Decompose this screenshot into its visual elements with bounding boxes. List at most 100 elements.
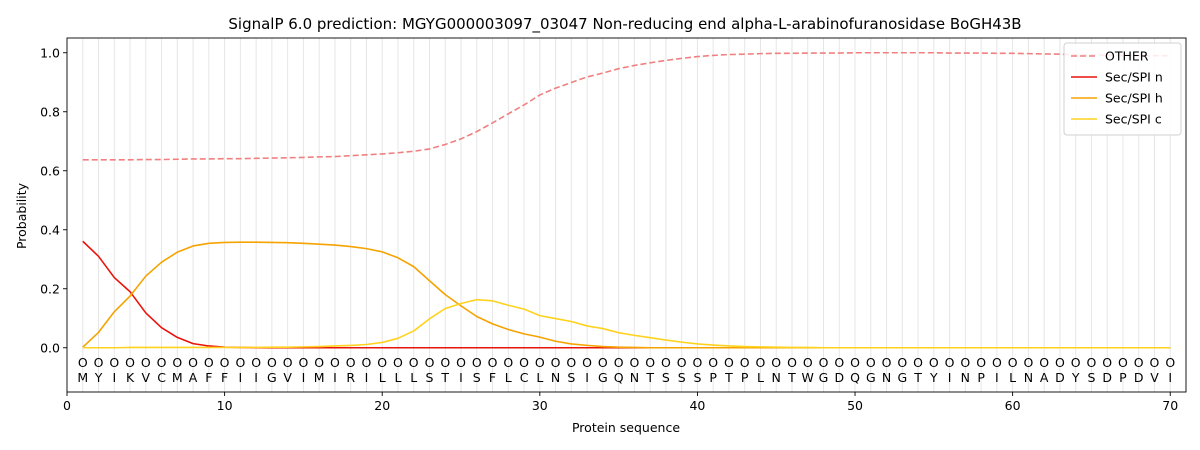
sequence-residue: L xyxy=(757,370,764,385)
legend-label: Sec/SPI c xyxy=(1105,112,1162,127)
sequence-residue: G xyxy=(267,370,277,385)
sequence-residue: F xyxy=(205,370,212,385)
sequence-residue: K xyxy=(126,370,135,385)
series-layer xyxy=(82,51,1171,349)
series-line-2 xyxy=(82,241,1171,349)
y-axis-label: Probability xyxy=(14,182,29,249)
x-tick-label: 0 xyxy=(63,398,71,413)
annotation-marker: O xyxy=(945,355,955,370)
sequence-residue: I xyxy=(1168,370,1172,385)
annotation-marker: O xyxy=(819,355,829,370)
annotation-marker: O xyxy=(740,355,750,370)
sequence-residue: M xyxy=(77,370,88,385)
plot-frame xyxy=(66,37,1187,393)
y-tick-label: 0.4 xyxy=(40,222,60,237)
annotation-marker: O xyxy=(1118,355,1128,370)
series-line-0 xyxy=(82,51,1171,161)
sequence-residue: I xyxy=(239,370,243,385)
annotation-marker: O xyxy=(94,355,104,370)
y-tick-label: 0.2 xyxy=(40,281,60,296)
sequence-residue: N xyxy=(772,370,781,385)
sequence-annotation: OMOYOIOKOVOCOMOAOFOFOIOIOGOVOIOMOIOROIOL… xyxy=(77,355,1175,385)
annotation-marker: O xyxy=(661,355,671,370)
annotation-marker: O xyxy=(850,355,860,370)
annotation-marker: O xyxy=(787,355,797,370)
annotation-marker: O xyxy=(677,355,687,370)
sequence-residue: S xyxy=(567,370,575,385)
annotation-marker: O xyxy=(409,355,419,370)
series-line-3 xyxy=(82,298,1171,349)
annotation-marker: O xyxy=(456,355,466,370)
sequence-residue: Y xyxy=(1071,370,1080,385)
annotation-marker: O xyxy=(598,355,608,370)
annotation-marker: O xyxy=(393,355,403,370)
sequence-residue: T xyxy=(787,370,796,385)
annotation-marker: O xyxy=(346,355,356,370)
sequence-residue: G xyxy=(897,370,907,385)
annotation-marker: O xyxy=(582,355,592,370)
sequence-residue: G xyxy=(819,370,829,385)
sequence-residue: M xyxy=(314,370,325,385)
x-tick-label: 60 xyxy=(1005,398,1021,413)
annotation-marker: O xyxy=(913,355,923,370)
sequence-residue: S xyxy=(473,370,481,385)
annotation-marker: O xyxy=(503,355,513,370)
annotation-marker: O xyxy=(425,355,435,370)
sequence-residue: S xyxy=(1087,370,1095,385)
annotation-marker: O xyxy=(1165,355,1175,370)
annotation-marker: O xyxy=(693,355,703,370)
sequence-residue: S xyxy=(662,370,670,385)
grid-layer xyxy=(82,38,1171,392)
sequence-residue: G xyxy=(598,370,608,385)
sequence-residue: R xyxy=(346,370,355,385)
annotation-marker: O xyxy=(551,355,561,370)
annotation-marker: O xyxy=(629,355,639,370)
sequence-residue: L xyxy=(536,370,543,385)
y-tick-label: 0.8 xyxy=(40,104,60,119)
annotation-marker: O xyxy=(141,355,151,370)
sequence-residue: P xyxy=(977,370,985,385)
sequence-residue: I xyxy=(333,370,337,385)
sequence-residue: D xyxy=(834,370,844,385)
annotation-marker: O xyxy=(535,355,545,370)
sequence-residue: M xyxy=(172,370,183,385)
annotation-marker: O xyxy=(756,355,766,370)
legend-label: Sec/SPI n xyxy=(1105,70,1163,85)
y-tick-label: 0.0 xyxy=(40,340,60,355)
annotation-marker: O xyxy=(645,355,655,370)
annotation-marker: O xyxy=(472,355,482,370)
annotation-marker: O xyxy=(1102,355,1112,370)
sequence-residue: I xyxy=(995,370,999,385)
annotation-marker: O xyxy=(1087,355,1097,370)
x-tick-label: 50 xyxy=(847,398,863,413)
chart-title: SignalP 6.0 prediction: MGYG000003097_03… xyxy=(228,15,1021,34)
annotation-marker: O xyxy=(1134,355,1144,370)
x-axis-label: Protein sequence xyxy=(572,420,680,435)
sequence-residue: Y xyxy=(94,370,103,385)
x-tick-label: 20 xyxy=(374,398,390,413)
sequence-residue: T xyxy=(440,370,449,385)
annotation-marker: O xyxy=(362,355,372,370)
x-tick-label: 40 xyxy=(689,398,705,413)
sequence-residue: Q xyxy=(614,370,624,385)
sequence-residue: I xyxy=(302,370,306,385)
sequence-residue: Q xyxy=(850,370,860,385)
annotation-marker: O xyxy=(992,355,1002,370)
sequence-residue: L xyxy=(394,370,401,385)
legend-label: Sec/SPI h xyxy=(1105,91,1163,106)
sequence-residue: D xyxy=(1055,370,1065,385)
x-tick-label: 30 xyxy=(532,398,548,413)
annotation-marker: O xyxy=(771,355,781,370)
annotation-marker: O xyxy=(377,355,387,370)
sequence-residue: Y xyxy=(929,370,938,385)
annotation-marker: O xyxy=(1039,355,1049,370)
annotation-marker: O xyxy=(1150,355,1160,370)
sequence-residue: P xyxy=(709,370,717,385)
sequence-residue: L xyxy=(410,370,417,385)
sequence-residue: W xyxy=(802,370,814,385)
annotation-marker: O xyxy=(157,355,167,370)
annotation-marker: O xyxy=(440,355,450,370)
sequence-residue: I xyxy=(365,370,369,385)
sequence-residue: F xyxy=(221,370,228,385)
sequence-residue: V xyxy=(142,370,151,385)
